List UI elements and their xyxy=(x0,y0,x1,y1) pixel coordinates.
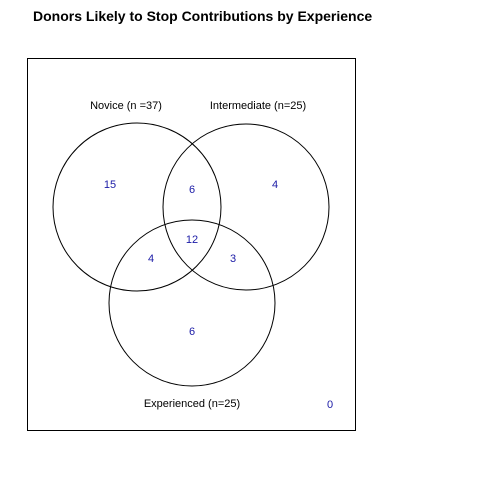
experienced-circle xyxy=(108,219,276,387)
intermediate-circle xyxy=(162,123,330,291)
intermediate-experienced-count: 3 xyxy=(229,253,237,265)
novice-circle xyxy=(52,122,222,292)
experienced-only-count: 6 xyxy=(188,326,196,338)
novice-only-count: 15 xyxy=(103,179,117,191)
intermediate-only-count: 4 xyxy=(271,179,279,191)
all-three-count: 12 xyxy=(185,234,199,246)
experienced-label: Experienced (n=25) xyxy=(143,398,241,410)
outside-count: 0 xyxy=(326,399,334,411)
novice-experienced-count: 4 xyxy=(147,253,155,265)
novice-intermediate-count: 6 xyxy=(188,184,196,196)
plot-frame xyxy=(27,58,356,431)
chart-title: Donors Likely to Stop Contributions by E… xyxy=(33,8,373,24)
intermediate-label: Intermediate (n=25) xyxy=(209,100,307,112)
novice-label: Novice (n =37) xyxy=(90,100,162,112)
